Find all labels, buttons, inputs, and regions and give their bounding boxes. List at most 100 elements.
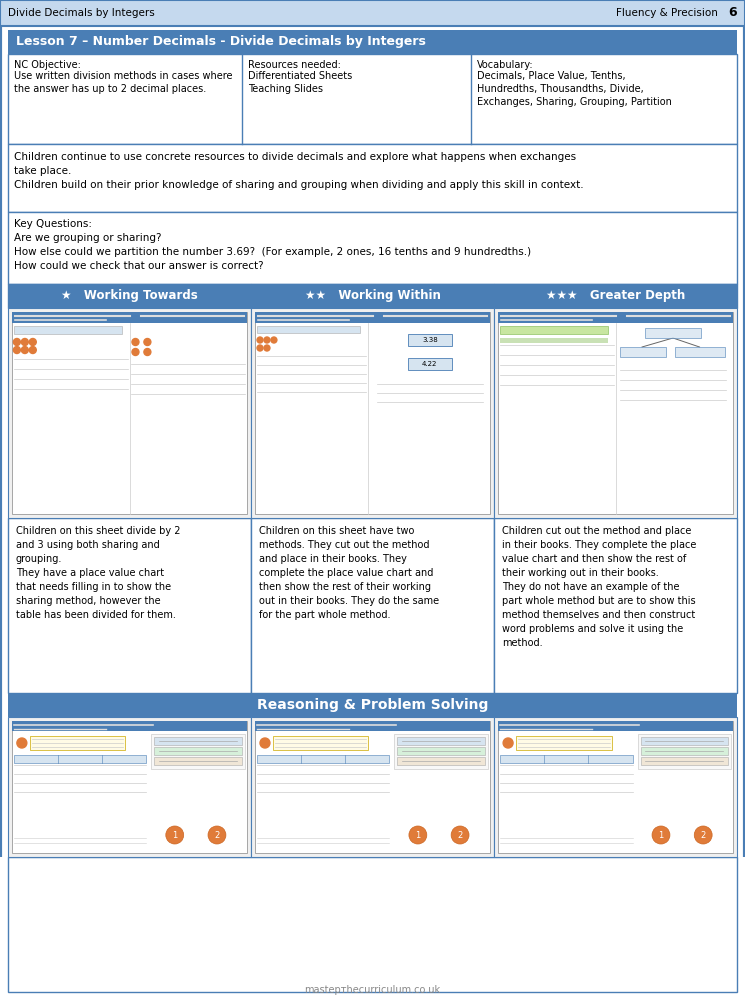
Circle shape [257,337,263,343]
Text: Use written division methods in cases where
the answer has up to 2 decimal place: Use written division methods in cases wh… [14,71,232,94]
Bar [14,755,146,763]
Bar [8,212,737,284]
Bar [255,312,490,514]
Bar [12,721,247,853]
Bar [640,757,728,765]
Bar [498,721,734,731]
Circle shape [144,349,151,356]
Text: 1: 1 [172,830,178,840]
Bar [8,284,251,308]
Bar [8,693,737,717]
Text: Children cut out the method and place
in their books. They complete the place
va: Children cut out the method and place in… [503,526,697,648]
Bar [500,326,608,334]
Bar [516,736,611,750]
Text: Resources needed:: Resources needed: [248,60,341,70]
Bar [30,736,125,750]
Text: Lesson 7 – Number Decimals - Divide Decimals by Integers: Lesson 7 – Number Decimals - Divide Deci… [16,35,426,48]
Circle shape [409,826,427,844]
Circle shape [144,338,151,346]
Bar [494,717,737,857]
Bar [494,518,737,693]
Text: 2: 2 [214,830,220,840]
Bar [408,334,452,346]
Text: 3.38: 3.38 [422,337,438,343]
Bar [154,757,242,765]
Circle shape [13,338,20,346]
Text: 2: 2 [700,830,706,840]
Circle shape [21,347,28,354]
Circle shape [17,738,27,748]
Bar [8,518,251,693]
Text: 2: 2 [458,830,463,840]
Bar [0,0,746,26]
Text: Children continue to use concrete resources to divide decimals and explore what : Children continue to use concrete resour… [14,152,584,190]
Circle shape [260,738,270,748]
Bar [675,347,725,357]
Bar [398,737,485,745]
Text: 4.22: 4.22 [422,361,437,367]
Bar [154,747,242,755]
Text: Divide Decimals by Integers: Divide Decimals by Integers [8,8,154,18]
Bar [12,312,247,323]
Bar [257,326,361,333]
Circle shape [271,337,277,343]
Bar [255,721,490,731]
Text: Children on this sheet divide by 2
and 3 using both sharing and
grouping.
They h: Children on this sheet divide by 2 and 3… [16,526,181,620]
Bar [8,857,737,992]
Bar [8,144,737,212]
Circle shape [21,338,28,346]
Bar [638,734,731,769]
Text: Vocabulary:: Vocabulary: [477,60,533,70]
Bar [8,308,251,518]
Text: 1: 1 [416,830,421,840]
Text: ★★★   Greater Depth: ★★★ Greater Depth [546,290,686,302]
Circle shape [132,349,139,356]
Bar [494,284,737,308]
Text: ★   Working Towards: ★ Working Towards [62,290,198,302]
Bar [251,308,494,518]
Circle shape [503,738,513,748]
Bar [408,358,452,370]
Circle shape [257,345,263,351]
Bar [12,312,247,514]
Bar [640,737,728,745]
Text: ★★   Working Within: ★★ Working Within [304,290,440,302]
Circle shape [132,338,139,346]
Circle shape [13,347,20,354]
Bar [620,347,666,357]
Text: 1: 1 [658,830,664,840]
Bar [255,312,490,323]
Bar [251,518,494,693]
Bar [12,721,247,731]
Bar [494,308,737,518]
Bar [14,326,122,334]
Circle shape [652,826,670,844]
Circle shape [452,826,469,844]
Bar [251,284,494,308]
Bar [8,30,737,54]
Bar [500,338,608,343]
Circle shape [264,337,270,343]
Text: NC Objective:: NC Objective: [14,60,81,70]
Text: Fluency & Precision: Fluency & Precision [616,8,718,18]
Text: Decimals, Place Value, Tenths,
Hundredths, Thousandths, Divide,
Exchanges, Shari: Decimals, Place Value, Tenths, Hundredth… [477,71,672,107]
Bar [498,312,734,514]
Bar [0,857,746,1000]
Bar [498,721,734,853]
Bar [640,747,728,755]
Bar [8,54,737,144]
Text: Key Questions:
Are we grouping or sharing?
How else could we partition the numbe: Key Questions: Are we grouping or sharin… [14,219,531,271]
Circle shape [166,826,184,844]
Bar [398,747,485,755]
Circle shape [264,345,270,351]
Circle shape [694,826,712,844]
Bar [257,755,389,763]
Bar [498,312,734,323]
Circle shape [29,338,36,346]
Bar [8,717,251,857]
Bar [154,737,242,745]
Bar [398,757,485,765]
Text: Differentiated Sheets
Teaching Slides: Differentiated Sheets Teaching Slides [248,71,352,94]
Text: Reasoning & Problem Solving: Reasoning & Problem Solving [257,698,488,712]
Bar [255,721,490,853]
